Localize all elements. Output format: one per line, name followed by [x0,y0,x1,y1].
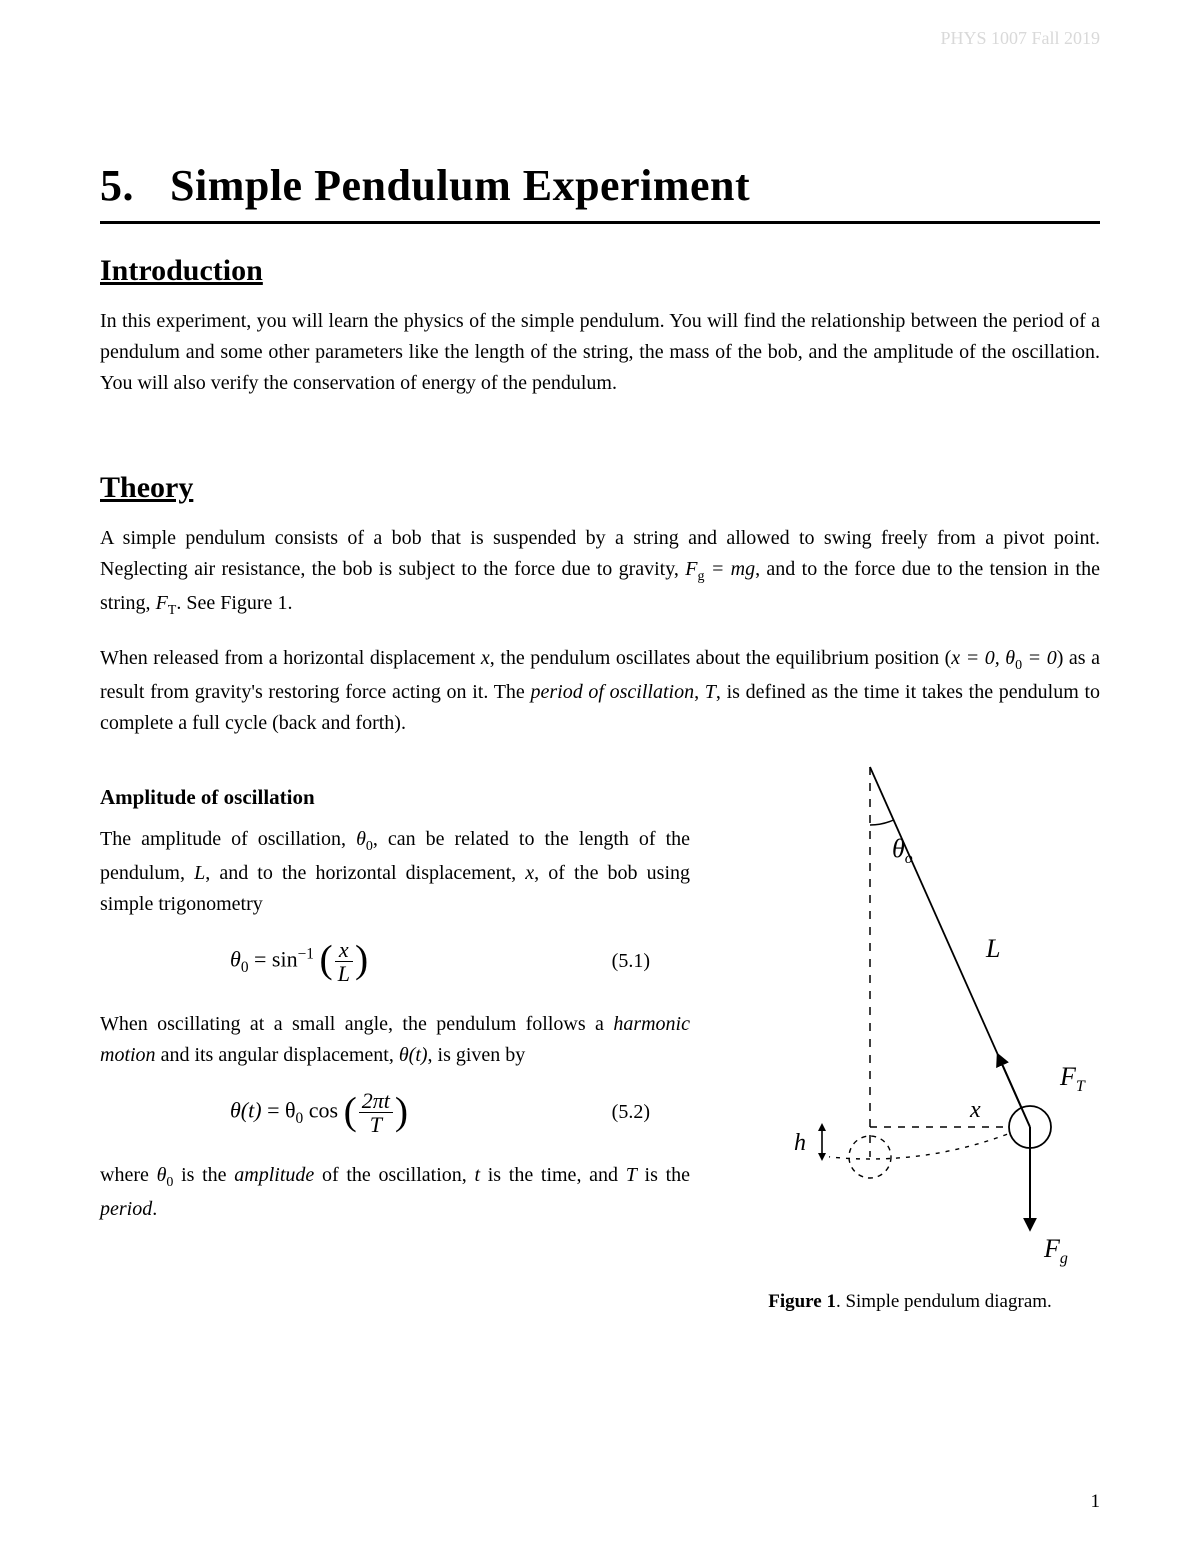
section-theory-heading: Theory [100,471,1100,505]
chapter-number: 5. [100,160,170,211]
amplitude-paragraph-2: When oscillating at a small angle, the p… [100,1009,690,1071]
svg-text:Fg: Fg [1043,1234,1068,1267]
svg-text:FT: FT [1059,1062,1086,1095]
svg-text:h: h [794,1130,806,1156]
pendulum-diagram: θo Lx FT Fg h [720,757,1100,1277]
theory-paragraph-1: A simple pendulum consists of a bob that… [100,523,1100,621]
subsection-amplitude-heading: Amplitude of oscillation [100,785,690,810]
amplitude-paragraph-1: The amplitude of oscillation, θ0, can be… [100,824,690,920]
chapter-title: 5.Simple Pendulum Experiment [100,160,1100,224]
figure-1: θo Lx FT Fg h Figure 1. Simple pendulum diag… [720,757,1100,1313]
amplitude-column: Amplitude of oscillation The amplitude o… [100,757,690,1239]
svg-text:x: x [969,1097,981,1123]
intro-paragraph: In this experiment, you will learn the p… [100,306,1100,399]
svg-text:L: L [985,934,1000,963]
equation-5-2: θ(t) = θ0 cos (2πtT) (5.2) [100,1089,690,1136]
course-header: PHYS 1007 Fall 2019 [940,28,1100,49]
section-introduction-heading: Introduction [100,254,1100,288]
page: PHYS 1007 Fall 2019 5.Simple Pendulum Ex… [0,0,1200,1553]
svg-text:θo: θo [892,834,913,867]
equation-number-5-2: (5.2) [612,1101,650,1124]
equation-number-5-1: (5.1) [612,950,650,973]
theory-paragraph-2: When released from a horizontal displace… [100,643,1100,739]
equation-5-1: θ0 = sin−1 (xL) (5.1) [100,938,690,985]
page-number: 1 [1091,1491,1101,1513]
figure-1-caption: Figure 1. Simple pendulum diagram. [720,1291,1100,1313]
amplitude-paragraph-3: where θ0 is the amplitude of the oscilla… [100,1160,690,1225]
chapter-name: Simple Pendulum Experiment [170,161,750,210]
